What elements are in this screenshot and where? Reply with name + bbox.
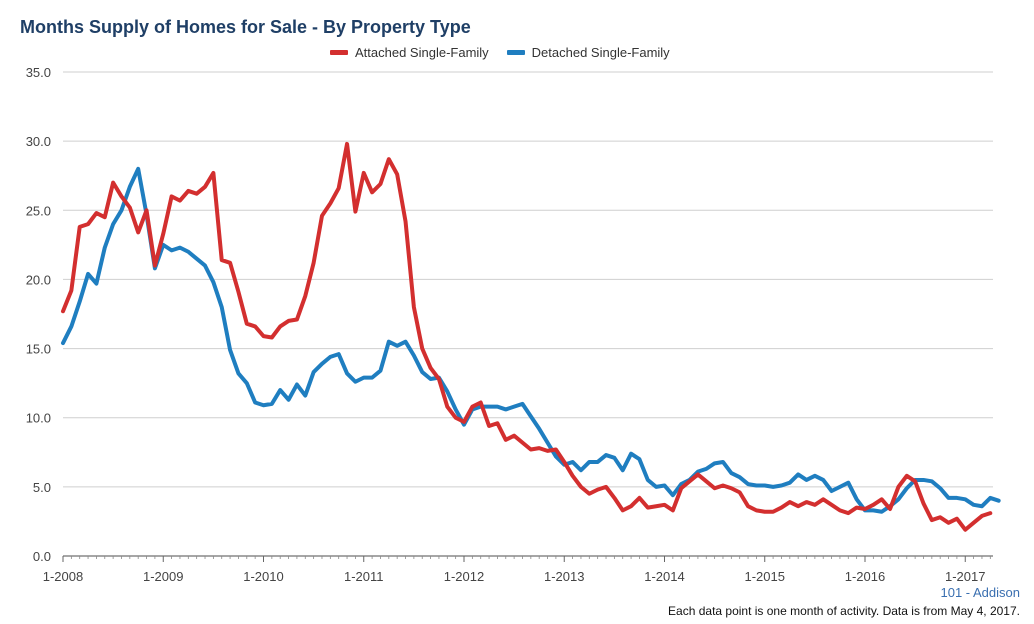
legend-label-detached: Detached Single-Family xyxy=(531,45,670,60)
y-tick-label: 30.0 xyxy=(26,134,51,149)
chart-title: Months Supply of Homes for Sale - By Pro… xyxy=(20,17,471,37)
y-tick-label: 5.0 xyxy=(33,480,51,495)
y-tick-label: 10.0 xyxy=(26,411,51,426)
legend-item-attached[interactable]: Attached Single-Family xyxy=(330,45,489,60)
x-tick-label: 1-2016 xyxy=(845,569,885,584)
legend-item-detached[interactable]: Detached Single-Family xyxy=(506,45,670,60)
x-tick-label: 1-2014 xyxy=(644,569,684,584)
legend: Attached Single-Family Detached Single-F… xyxy=(330,45,670,60)
x-tick-label: 1-2009 xyxy=(143,569,183,584)
y-tick-label: 15.0 xyxy=(26,342,51,357)
y-tick-label: 0.0 xyxy=(33,549,51,564)
legend-swatch-detached xyxy=(506,50,525,55)
legend-swatch-attached xyxy=(330,50,348,55)
x-tick-label: 1-2012 xyxy=(444,569,484,584)
x-tick-label: 1-2017 xyxy=(945,569,985,584)
x-tick-label: 1-2015 xyxy=(745,569,785,584)
legend-label-attached: Attached Single-Family xyxy=(355,45,489,60)
x-tick-label: 1-2008 xyxy=(43,569,83,584)
x-tick-label: 1-2010 xyxy=(243,569,283,584)
x-tick-label: 1-2013 xyxy=(544,569,584,584)
x-tick-label: 1-2011 xyxy=(344,569,384,584)
footer-note: Each data point is one month of activity… xyxy=(668,604,1020,618)
y-tick-label: 25.0 xyxy=(26,203,51,218)
region-label: 101 - Addison xyxy=(940,585,1020,600)
series-line-detached xyxy=(61,166,1001,514)
y-tick-label: 20.0 xyxy=(26,272,51,287)
series-line-attached xyxy=(61,141,993,532)
y-tick-label: 35.0 xyxy=(26,65,51,80)
